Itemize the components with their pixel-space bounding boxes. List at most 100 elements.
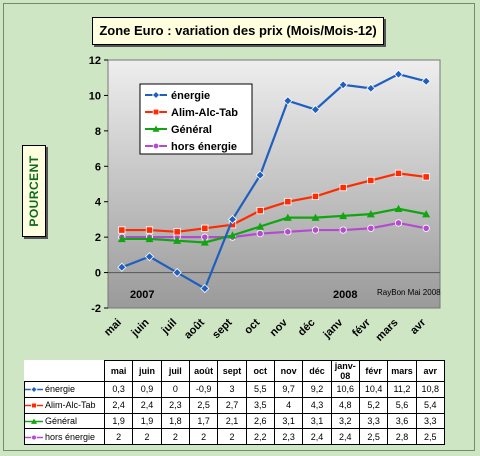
table-series-key — [25, 402, 43, 409]
table-cell: 0,9 — [132, 381, 162, 398]
table-row: hors énergie 2 2 2 2 2 2,2 2,3 2,4 2,4 2,5 2,8 2,5 — [24, 428, 445, 445]
table-cell: 1,7 — [188, 412, 219, 430]
table-header-cell: déc — [302, 360, 332, 382]
table-cell: 3,1 — [273, 412, 304, 430]
table-cell: 2,4 — [132, 396, 162, 414]
data-point — [367, 224, 375, 232]
year-label-2008: 2008 — [333, 289, 357, 301]
y-tick-label: 6 — [95, 161, 101, 173]
series-line — [121, 73, 427, 291]
y-tick-label: 0 — [95, 268, 101, 280]
table-cell: -0,9 — [188, 381, 219, 398]
series-line — [121, 207, 427, 244]
data-point — [310, 105, 321, 115]
table-header-cell: mai — [103, 360, 134, 382]
data-point — [145, 234, 154, 243]
credit-text: RayBon Mai 2008 — [377, 288, 441, 297]
data-point — [173, 228, 181, 236]
x-tick-label: sept — [210, 316, 235, 341]
table-cell: 2,4 — [302, 428, 332, 445]
data-point — [393, 69, 404, 79]
table-cell: 3,5 — [245, 396, 275, 414]
y-tick-label: 12 — [89, 55, 101, 67]
x-tick-label: mars — [374, 317, 401, 344]
table-cell: 0 — [160, 381, 190, 398]
data-point — [338, 80, 348, 90]
table-cell: 0,3 — [103, 381, 134, 398]
table-cell: 2,7 — [217, 396, 247, 414]
table-cell: 2,8 — [387, 428, 417, 445]
x-tick-label: nov — [268, 316, 291, 339]
table-cell: 9,7 — [273, 381, 304, 398]
table-row: Général 1,9 1,9 1,8 1,7 2,1 2,6 3,1 3,1 3,2 3,3 3,6… — [24, 412, 445, 430]
x-tick-label: juil — [159, 317, 179, 337]
data-point — [256, 230, 264, 238]
y-tick-label: 10 — [89, 90, 101, 102]
x-tick-label: mai — [102, 317, 124, 339]
table-cell: 10,4 — [358, 381, 389, 398]
table-header-cell: janv-08 — [330, 360, 360, 382]
legend-label: Alim-Alc-Tab — [171, 107, 238, 119]
table-cell: 1,8 — [160, 412, 190, 430]
table-header-cell: févr — [358, 360, 389, 382]
table-header-cell: oct — [245, 360, 275, 382]
table-cell: 3,1 — [302, 412, 332, 430]
table-key-marker — [31, 434, 37, 440]
year-label-2007: 2007 — [130, 289, 154, 301]
table-cell: 3,3 — [415, 412, 445, 430]
table-cell: 9,2 — [302, 381, 332, 398]
table-series-cell: énergie — [24, 381, 105, 398]
table-series-key — [25, 418, 43, 424]
y-tick-label: 2 — [95, 232, 101, 244]
table-key-marker — [31, 418, 37, 424]
table-header-cell: juil — [160, 360, 190, 382]
table-header-cell: sept — [217, 360, 247, 382]
table-header-row: mai juin juil août sept oct nov déc janv-08 févr m… — [25, 360, 445, 382]
table-cell: 2,3 — [273, 428, 304, 445]
data-point — [118, 226, 126, 234]
data-point — [283, 213, 292, 221]
table-series-name: énergie — [45, 384, 76, 395]
x-tick-label: août — [182, 316, 207, 341]
y-tick-label: 4 — [95, 197, 102, 209]
data-point — [117, 234, 126, 243]
series-Alim-Alc-Tab — [118, 169, 430, 236]
table-cell: 10,8 — [415, 381, 445, 398]
table-cell: 10,6 — [330, 381, 360, 398]
data-point — [366, 210, 375, 218]
data-point — [339, 226, 347, 234]
table-cell: 3,2 — [330, 412, 360, 430]
table-cell: 5,4 — [415, 396, 445, 414]
chart-title: Zone Euro : variation des prix (Mois/Moi… — [92, 17, 384, 45]
data-point — [394, 204, 403, 212]
table-row: Alim-Alc-Tab 2,4 2,4 2,3 2,5 2,7 3,5 4 4,3 4,8 5,2… — [24, 396, 445, 414]
table-cell: 2,5 — [415, 428, 445, 445]
series-line — [121, 221, 427, 239]
x-tick-label: juin — [129, 316, 152, 339]
data-point — [200, 238, 209, 246]
data-point — [201, 224, 209, 232]
data-point — [172, 268, 182, 278]
legend-entry: hors énergie — [145, 141, 237, 153]
table-cell: 3 — [217, 381, 247, 398]
data-point — [200, 283, 210, 294]
table-header-cell: nov — [273, 360, 304, 382]
data-point — [117, 262, 127, 272]
legend-marker — [152, 142, 160, 150]
series-Général — [117, 204, 431, 246]
legend: énergie Alim-Alc-Tab Général hors énergie — [139, 83, 253, 155]
y-axis-label-box: POURCENT — [22, 145, 46, 237]
table-cell: 2 — [160, 428, 190, 445]
data-point — [145, 226, 154, 234]
table-series-cell: Alim-Alc-Tab — [24, 396, 105, 414]
data-point — [283, 96, 293, 106]
data-point — [422, 224, 430, 232]
table-cell: 4,3 — [302, 396, 332, 414]
legend-marker — [152, 125, 160, 132]
table-cell: 2 — [217, 428, 247, 445]
data-point — [422, 173, 430, 181]
data-point — [256, 222, 265, 230]
legend-entry: Alim-Alc-Tab — [145, 107, 238, 119]
legend-label: énergie — [171, 90, 210, 102]
table-cell: 3,3 — [358, 412, 389, 430]
